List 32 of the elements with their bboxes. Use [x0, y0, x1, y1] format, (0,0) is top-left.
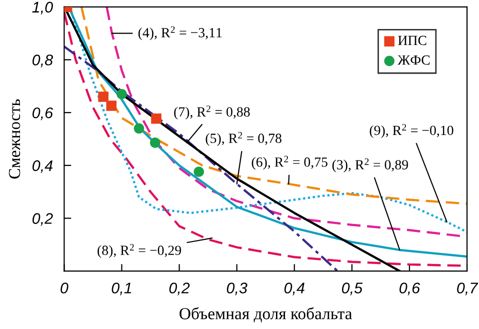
legend-label: ЖФС	[398, 55, 430, 65]
point	[106, 100, 117, 111]
y-tick-label: 0,8	[32, 54, 53, 68]
y-tick-label: 0,6	[32, 107, 54, 120]
legend-label: ИПС	[398, 36, 426, 46]
annotation: (6), R$^{2}$ = 0,75	[252, 156, 328, 170]
annotation: (4), R$^{2}$ = −3,11	[138, 26, 222, 40]
point	[116, 88, 127, 100]
line-series	[80, 6, 468, 205]
point	[98, 92, 108, 102]
y-tick-label: 0,4	[32, 160, 53, 173]
annotation: (5), R$^{2}$ = 0,78	[206, 132, 282, 146]
point	[134, 123, 144, 134]
y-tick-label: 0,2	[32, 213, 53, 226]
x-axis-title: Объемная доля кобальта	[180, 307, 352, 322]
y-tick-label: 1,0	[32, 2, 53, 14]
point	[194, 166, 204, 177]
annotation: (7), R$^{2}$ = 0,88	[174, 106, 250, 120]
x-tick-label: 0,3	[226, 282, 248, 296]
annotation: (3), R$^{2}$ = 0,89	[332, 158, 408, 172]
x-tick-label: 0,7	[457, 282, 478, 296]
point	[151, 114, 162, 124]
x-tick-label: 0,1	[112, 282, 132, 296]
y-axis-title: Смежность	[8, 99, 20, 179]
x-tick-label: 0,4	[284, 282, 304, 296]
annotation: (9), R$^{2}$ = −0,10	[370, 124, 454, 138]
x-tick-label: 0,6	[400, 282, 420, 296]
x-tick-label: 0,2	[169, 282, 190, 296]
point	[150, 138, 160, 148]
annotation: (8), R$^{2}$ = −0,29	[98, 244, 182, 258]
x-tick-label: 0	[60, 282, 68, 294]
x-tick-label: 0,5	[342, 282, 363, 296]
